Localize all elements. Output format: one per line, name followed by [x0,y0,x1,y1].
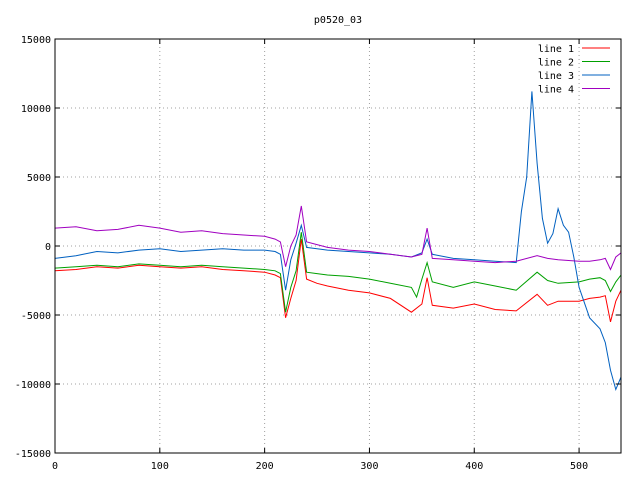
y-tick-label: 15000 [21,35,51,46]
legend-label: line 3 [538,71,574,82]
x-tick-label: 0 [52,461,58,472]
y-tick-label: 5000 [27,173,51,184]
y-tick-label: 0 [45,242,51,253]
x-tick-label: 300 [360,461,378,472]
x-axis: 0 100 200 300 400 500 [52,39,588,472]
chart-title: p0520_03 [314,15,362,26]
y-tick-label: -15000 [15,449,51,460]
legend: line 1 line 2 line 3 line 4 [538,44,610,96]
legend-label: line 1 [538,44,574,55]
x-tick-label: 100 [151,461,169,472]
grid-lines [55,39,621,453]
y-tick-label: -10000 [15,380,51,391]
series-line-2 [54,232,622,313]
y-tick-label: 10000 [21,104,51,115]
series-group [54,91,622,392]
plot-frame [54,38,622,454]
legend-label: line 4 [538,85,574,96]
series-line-4 [54,205,622,271]
x-tick-label: 200 [256,461,274,472]
y-tick-label: -5000 [21,311,51,322]
legend-label: line 2 [538,58,574,69]
series-line-3 [54,91,622,392]
x-tick-label: 400 [465,461,483,472]
y-axis: -15000 -10000 -5000 0 5000 10000 15000 [15,35,621,460]
series-line-1 [54,239,622,323]
x-tick-label: 500 [570,461,588,472]
